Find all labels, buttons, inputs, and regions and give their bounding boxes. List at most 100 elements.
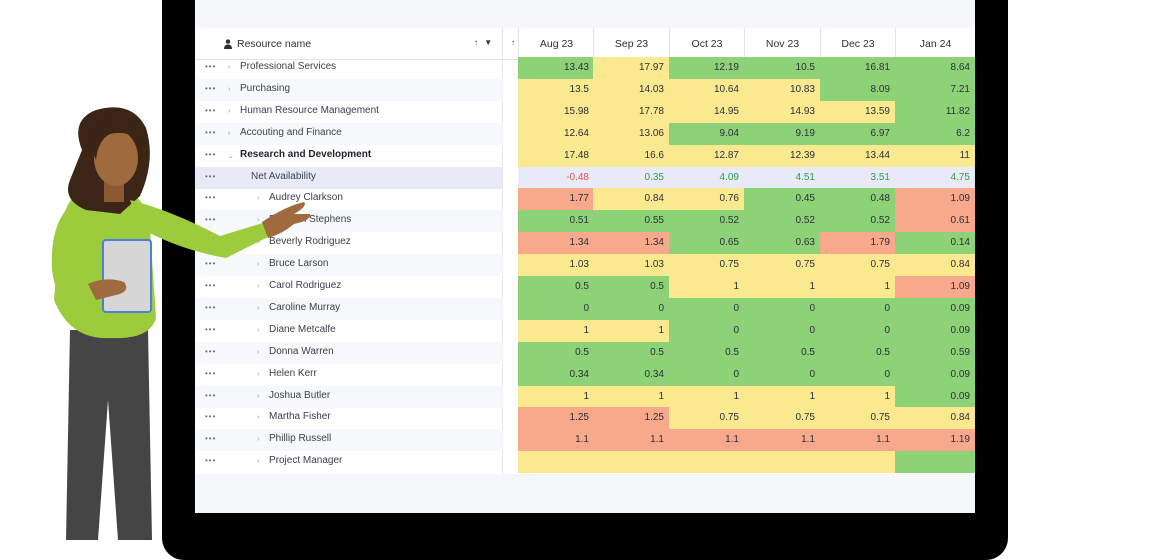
table-row[interactable]: ••• › Donna Warren	[195, 342, 503, 364]
capacity-cell[interactable]: 11	[895, 145, 975, 167]
capacity-cell[interactable]: 4.51	[744, 167, 820, 189]
capacity-cell[interactable]: 1.09	[895, 188, 975, 210]
capacity-cell[interactable]: 17.48	[518, 145, 594, 167]
capacity-cell[interactable]: 0.35	[593, 167, 669, 189]
capacity-cell[interactable]: 0.09	[895, 320, 975, 342]
capacity-cell[interactable]: 1.03	[593, 254, 669, 276]
row-menu-icon[interactable]: •••	[205, 172, 217, 181]
capacity-cell[interactable]: 0.34	[593, 364, 669, 386]
capacity-cell[interactable]: 0.45	[744, 188, 820, 210]
capacity-cell[interactable]: 0.5	[669, 342, 744, 364]
expand-chevron-icon[interactable]: ›	[228, 108, 231, 115]
capacity-cell[interactable]: 0	[518, 298, 594, 320]
row-menu-icon[interactable]: •••	[205, 128, 217, 137]
capacity-cell[interactable]: 0.65	[669, 232, 744, 254]
capacity-cell[interactable]: 0.5	[593, 342, 669, 364]
table-row[interactable]: ••• › Carol Rodriguez	[195, 276, 503, 298]
expand-chevron-icon[interactable]: ›	[257, 261, 260, 268]
capacity-cell[interactable]: 10.83	[744, 79, 820, 101]
capacity-cell[interactable]: 1.1	[744, 429, 820, 451]
capacity-cell[interactable]: 4.75	[895, 167, 975, 189]
capacity-cell[interactable]: 13.44	[820, 145, 895, 167]
row-menu-icon[interactable]: •••	[205, 150, 217, 159]
capacity-cell[interactable]: 13.59	[820, 101, 895, 123]
expand-chevron-icon[interactable]: ›	[228, 130, 231, 137]
capacity-cell[interactable]	[820, 451, 895, 473]
capacity-cell[interactable]: 0.75	[669, 254, 744, 276]
capacity-cell[interactable]: 1.09	[895, 276, 975, 298]
row-menu-icon[interactable]: •••	[205, 62, 217, 71]
month-header[interactable]: Oct 23	[669, 28, 744, 60]
capacity-cell[interactable]	[593, 451, 669, 473]
capacity-cell[interactable]: 0.5	[518, 276, 594, 298]
expand-chevron-icon[interactable]: ›	[257, 195, 260, 202]
capacity-cell[interactable]: 1.34	[518, 232, 594, 254]
capacity-cell[interactable]: 0.84	[593, 188, 669, 210]
capacity-cell[interactable]: 1.25	[593, 407, 669, 429]
capacity-cell[interactable]: 0.84	[895, 407, 975, 429]
capacity-cell[interactable]: 0.5	[744, 342, 820, 364]
capacity-cell[interactable]: 16.6	[593, 145, 669, 167]
row-menu-icon[interactable]: •••	[205, 259, 217, 268]
capacity-cell[interactable]: 0	[744, 364, 820, 386]
capacity-cell[interactable]: 13.06	[593, 123, 669, 145]
table-row[interactable]: ••• › Martha Fisher	[195, 407, 503, 429]
capacity-cell[interactable]: 1.79	[820, 232, 895, 254]
table-row[interactable]: ••• › Caroline Murray	[195, 298, 503, 320]
capacity-cell[interactable]: 1.77	[518, 188, 594, 210]
capacity-cell[interactable]: 0	[820, 298, 895, 320]
capacity-cell[interactable]: 10.5	[744, 57, 820, 79]
expand-chevron-icon[interactable]: ›	[257, 349, 260, 356]
sort-filter-icons[interactable]: ↑ ▼	[474, 38, 495, 47]
expand-chevron-icon[interactable]: ›	[257, 283, 260, 290]
capacity-cell[interactable]: 0.09	[895, 364, 975, 386]
capacity-cell[interactable]: 0.5	[820, 342, 895, 364]
capacity-cell[interactable]: 0.55	[593, 210, 669, 232]
capacity-cell[interactable]: 1	[669, 276, 744, 298]
row-menu-icon[interactable]: •••	[205, 215, 217, 224]
capacity-cell[interactable]: 0	[744, 320, 820, 342]
capacity-cell[interactable]: 0.75	[744, 407, 820, 429]
capacity-cell[interactable]: 1	[518, 320, 594, 342]
capacity-cell[interactable]: 10.64	[669, 79, 744, 101]
capacity-cell[interactable]: 1	[518, 386, 594, 408]
expand-chevron-icon[interactable]: ›	[257, 239, 260, 246]
capacity-cell[interactable]: 1	[820, 386, 895, 408]
capacity-cell[interactable]: 0	[669, 298, 744, 320]
table-row[interactable]: ••• › Purchasing	[195, 79, 503, 101]
table-row[interactable]: ••• › Bruce Larson	[195, 254, 503, 276]
capacity-cell[interactable]: 17.97	[593, 57, 669, 79]
row-menu-icon[interactable]: •••	[205, 347, 217, 356]
expand-chevron-icon[interactable]: ›	[257, 393, 260, 400]
capacity-cell[interactable]: 13.5	[518, 79, 594, 101]
expand-chevron-icon[interactable]: ›	[257, 414, 260, 421]
capacity-cell[interactable]: 1.03	[518, 254, 594, 276]
capacity-cell[interactable]: 0.61	[895, 210, 975, 232]
capacity-cell[interactable]	[669, 451, 744, 473]
row-menu-icon[interactable]: •••	[205, 434, 217, 443]
capacity-cell[interactable]: 3.51	[820, 167, 895, 189]
row-menu-icon[interactable]: •••	[205, 456, 217, 465]
capacity-cell[interactable]: 17.78	[593, 101, 669, 123]
capacity-cell[interactable]: 12.87	[669, 145, 744, 167]
table-row[interactable]: ••• Net Availability	[195, 167, 503, 189]
capacity-cell[interactable]: 9.04	[669, 123, 744, 145]
table-row[interactable]: ••• › Helen Kerr	[195, 364, 503, 386]
expand-chevron-icon[interactable]: ›	[257, 217, 260, 224]
expand-chevron-icon[interactable]: ›	[257, 327, 260, 334]
capacity-cell[interactable]: 11.82	[895, 101, 975, 123]
column-sort-icon[interactable]: ↑	[511, 38, 515, 47]
capacity-cell[interactable]: 0.75	[820, 254, 895, 276]
capacity-cell[interactable]: 0.09	[895, 298, 975, 320]
expand-chevron-icon[interactable]: ›	[257, 436, 260, 443]
capacity-cell[interactable]: 13.43	[518, 57, 594, 79]
capacity-cell[interactable]: 14.93	[744, 101, 820, 123]
capacity-cell[interactable]: 0.52	[820, 210, 895, 232]
expand-chevron-icon[interactable]: ›	[228, 64, 231, 71]
capacity-cell[interactable]: 14.03	[593, 79, 669, 101]
capacity-cell[interactable]: 6.2	[895, 123, 975, 145]
capacity-cell[interactable]: 8.09	[820, 79, 895, 101]
capacity-cell[interactable]: 4.09	[669, 167, 744, 189]
capacity-cell[interactable]: 15.98	[518, 101, 594, 123]
capacity-cell[interactable]: 0	[669, 364, 744, 386]
